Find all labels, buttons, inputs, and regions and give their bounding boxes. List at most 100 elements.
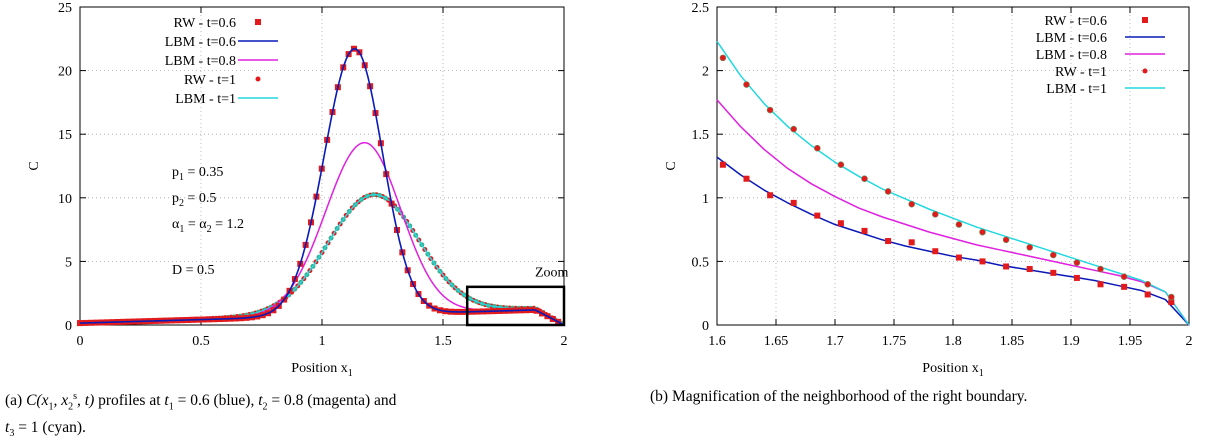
y-axis-label: C: [27, 161, 42, 170]
caption-a-t3: t: [5, 419, 10, 437]
legend-label: LBM - t=1: [1046, 82, 1107, 97]
rw-t06-point: [932, 248, 939, 255]
rw-t06-point: [1026, 266, 1033, 273]
caption-a-t1-val: = 0.6 (blue),: [173, 392, 259, 410]
y-tick-label: 5: [65, 255, 72, 270]
x-tick-label: 1.8: [944, 334, 962, 349]
legend-square-symbol: [255, 19, 261, 25]
legend-dot-symbol: [255, 76, 261, 82]
rw-t1-point: [1097, 265, 1104, 273]
rw-t06-point: [767, 192, 774, 199]
rw-t06-point: [1050, 269, 1057, 276]
legend-dot-symbol: [1142, 68, 1148, 74]
y-tick-label: 2.5: [692, 1, 710, 16]
caption-b: (b) Magnification of the neighborhood of…: [650, 386, 1200, 407]
rw-t1-point: [1168, 293, 1175, 301]
rw-t1-point: [1144, 280, 1151, 288]
y-tick-label: 25: [58, 1, 72, 16]
rw-t1-point: [1002, 236, 1010, 244]
rw-t06-point: [1097, 281, 1104, 288]
plot-frame: [79, 6, 565, 326]
rw-t1-point: [931, 211, 939, 218]
legend-label: RW - t=1: [1055, 65, 1107, 80]
x-tick-label: 1.85: [1000, 334, 1025, 349]
caption-a-label: (a): [5, 392, 23, 410]
x-tick-label: 1.75: [882, 334, 907, 349]
rw-t1-point: [1073, 259, 1081, 266]
caption-a-t3-val: = 1 (cyan).: [14, 419, 86, 437]
parameter-annotation: D = 0.5: [172, 263, 215, 278]
caption-b-text: (b) Magnification of the neighborhood of…: [650, 388, 1028, 405]
y-tick-label: 1: [702, 192, 709, 207]
rw-t1-point: [1120, 273, 1128, 280]
y-tick-label: 0.5: [692, 255, 710, 270]
rw-t06-point: [1003, 263, 1010, 270]
caption-a-t2-val: = 0.8 (magenta) and: [267, 392, 397, 410]
x-tick-label: 0.5: [192, 334, 210, 349]
rw-t06-point: [790, 199, 797, 206]
legend-label: RW - t=0.6: [174, 16, 236, 31]
caption-a: (a) C(x1, x2s, t) profiles at t1 = 0.6 (…: [5, 386, 550, 444]
y-axis-label: C: [664, 161, 679, 170]
legend-label: LBM - t=0.8: [1036, 48, 1107, 63]
rw-t1-point: [979, 228, 986, 236]
rw-t06-point: [861, 227, 868, 234]
parameter-annotation: p2 = 0.5: [172, 191, 216, 209]
caption-a-text: profiles at: [94, 392, 165, 410]
caption-a-func: C(x: [26, 392, 49, 410]
caption-a-sub2: 2: [68, 401, 74, 413]
zoom-box: [465, 285, 566, 327]
rw-t06-point: [77, 320, 83, 327]
parameter-annotation: p1 = 0.35: [172, 165, 223, 183]
chart-b: 1.6 1.65 1.7 1.75 1.8 1.85 1.9 1.95 2 0 0.5 1 1.5 2 2.…: [664, 1, 1193, 379]
legend-label: LBM - t=1: [175, 92, 236, 107]
y-tick-label: 1.5: [692, 128, 710, 143]
x-axis-label: Position x1: [922, 361, 983, 379]
rw-t06-point: [814, 212, 821, 219]
x-tick-label: 1.95: [1118, 334, 1143, 349]
rw-t1-point: [813, 144, 821, 152]
legend-label: LBM - t=0.8: [165, 54, 236, 69]
rw-t06-point: [743, 175, 750, 182]
x-tick-label: 2: [561, 334, 568, 349]
series-line: [716, 156, 1190, 326]
caption-a-t2: t: [258, 392, 263, 410]
zoom-label: Zoom: [535, 266, 569, 281]
x-tick-label: 1.7: [826, 334, 844, 349]
caption-a-sub1: 1: [48, 401, 54, 413]
legend-label: LBM - t=0.6: [165, 35, 236, 50]
caption-a-comma: , x: [53, 392, 69, 410]
parameter-annotation: α1 = α2 = 1.2: [172, 217, 244, 235]
x-tick-label: 2: [1186, 334, 1193, 349]
x-tick-label: 1: [319, 334, 326, 349]
y-tick-label: 0: [702, 319, 709, 334]
lbm-t06-line: [79, 48, 565, 326]
rw-t06-point: [908, 239, 915, 246]
rw-t06-point: [1121, 283, 1128, 290]
rw-t06-point: [979, 258, 986, 265]
y-tick-label: 20: [58, 65, 72, 80]
rw-t06-point: [1168, 299, 1175, 306]
y-tick-label: 0: [65, 319, 72, 334]
y-tick-label: 2: [702, 65, 709, 80]
rw-t06-point: [1144, 291, 1151, 298]
rw-t1-point: [743, 81, 750, 88]
caption-a-t1: t: [164, 392, 169, 410]
legend-label: RW - t=0.6: [1045, 14, 1107, 29]
legend-label: LBM - t=0.6: [1036, 31, 1107, 46]
x-tick-label: 1.65: [764, 334, 789, 349]
rw-t1-point: [1026, 244, 1033, 251]
rw-t1-point: [790, 125, 798, 133]
rw-t06-point: [955, 254, 962, 261]
legend-label: RW - t=1: [184, 73, 236, 88]
series-line: [716, 99, 1190, 326]
legend-square-symbol: [1142, 17, 1148, 23]
x-tick-label: 1.6: [708, 334, 726, 349]
rw-t1-point: [837, 161, 845, 169]
rw-t06-point: [1073, 274, 1080, 281]
caption-a-t: , t): [77, 392, 95, 410]
rw-t1-point: [1050, 251, 1057, 259]
series-line: [716, 40, 1190, 326]
